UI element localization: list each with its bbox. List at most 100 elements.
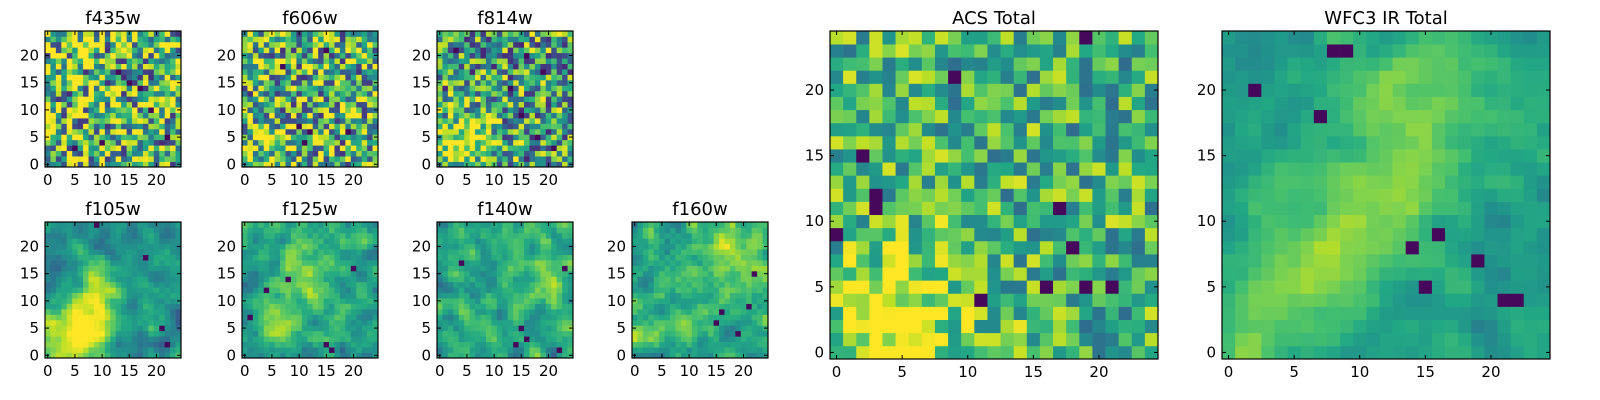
heatmap-cell xyxy=(350,330,357,337)
heatmap-cell xyxy=(524,298,530,304)
heatmap-cell xyxy=(453,118,460,124)
heatmap-cell xyxy=(719,352,725,359)
heatmap-cell xyxy=(153,347,160,353)
heatmap-cell xyxy=(719,260,725,266)
heatmap-cell xyxy=(869,240,883,255)
heatmap-cell xyxy=(961,332,975,347)
heatmap-cell xyxy=(480,238,487,245)
heatmap-cell xyxy=(269,287,275,294)
heatmap-cell xyxy=(529,118,536,124)
heatmap-cell xyxy=(170,281,176,288)
heatmap-cell xyxy=(93,128,100,135)
heatmap-cell xyxy=(729,336,736,343)
heatmap-cell xyxy=(1013,162,1028,176)
heatmap-cell xyxy=(458,287,465,294)
heatmap-cell xyxy=(296,281,303,288)
heatmap-cell xyxy=(350,85,357,92)
heatmap-cell xyxy=(99,69,106,75)
heatmap-cell xyxy=(367,150,373,157)
heatmap-cell xyxy=(83,260,89,266)
heatmap-cell xyxy=(345,69,352,75)
heatmap-cell xyxy=(367,118,373,124)
heatmap-cell xyxy=(1066,332,1080,347)
heatmap-cell xyxy=(1013,306,1028,320)
heatmap-cell xyxy=(1039,267,1054,281)
heatmap-cell xyxy=(66,69,73,75)
heatmap-cell xyxy=(551,139,558,146)
heatmap-cell xyxy=(513,243,519,250)
heatmap-cell xyxy=(762,254,769,261)
heatmap-cell xyxy=(475,243,481,250)
heatmap-cell xyxy=(61,309,68,315)
heatmap-cell xyxy=(83,139,89,146)
heatmap-cell xyxy=(680,347,687,353)
heatmap-cell xyxy=(524,58,530,64)
heatmap-cell xyxy=(132,123,138,130)
heatmap-cell xyxy=(104,107,111,113)
heatmap-cell xyxy=(551,69,558,75)
heatmap-cell xyxy=(513,139,519,146)
heatmap-cell xyxy=(664,260,671,266)
heatmap-cell xyxy=(367,90,373,97)
heatmap-cell xyxy=(72,63,78,70)
heatmap-cell xyxy=(843,240,857,255)
heatmap-cell xyxy=(126,314,133,321)
heatmap-cell xyxy=(480,319,487,326)
heatmap-cell xyxy=(653,270,660,277)
heatmap-cell xyxy=(540,128,547,135)
heatmap-cell xyxy=(1013,280,1028,294)
heatmap-cell xyxy=(458,128,465,135)
heatmap-cell xyxy=(551,319,558,326)
heatmap-cell xyxy=(551,101,558,108)
heatmap-cell xyxy=(447,238,454,245)
heatmap-cell xyxy=(437,150,443,157)
heatmap-cell xyxy=(269,150,275,157)
heatmap-cell xyxy=(329,270,335,277)
heatmap-cell xyxy=(447,31,454,37)
heatmap-cell xyxy=(702,330,709,337)
heatmap-cell xyxy=(469,156,476,162)
heatmap-cell xyxy=(45,101,51,108)
heatmap-cell xyxy=(301,63,308,70)
heatmap-cell xyxy=(280,314,286,321)
heatmap-cell xyxy=(367,128,373,135)
x-tick-label: 5 xyxy=(462,362,472,380)
heatmap-cell xyxy=(88,287,95,294)
heatmap-cell xyxy=(323,281,330,288)
heatmap-cell xyxy=(708,292,714,299)
heatmap-cell xyxy=(502,287,509,294)
heatmap-cell xyxy=(285,232,292,239)
heatmap-cell xyxy=(175,292,182,299)
heatmap-cell xyxy=(334,309,341,315)
heatmap-cell xyxy=(513,232,519,239)
heatmap-cell xyxy=(458,281,465,288)
heatmap-cell xyxy=(524,123,530,130)
heatmap-cell xyxy=(356,107,363,113)
heatmap-cell xyxy=(856,345,870,360)
heatmap-cell xyxy=(921,319,936,334)
heatmap-cell xyxy=(350,139,357,146)
heatmap-cell xyxy=(1131,214,1146,229)
heatmap-cell xyxy=(258,90,265,97)
heatmap-cell xyxy=(110,63,117,70)
heatmap-cell xyxy=(99,90,106,97)
heatmap-cell xyxy=(882,332,896,347)
heatmap-cell xyxy=(507,341,514,348)
heatmap-cell xyxy=(72,238,78,245)
heatmap-cell xyxy=(247,222,254,228)
heatmap-cell xyxy=(934,149,949,163)
heatmap-cell xyxy=(540,90,547,97)
heatmap-cell xyxy=(137,265,144,272)
heatmap-cell xyxy=(529,69,536,75)
heatmap-cell xyxy=(670,292,676,299)
heatmap-cell xyxy=(132,260,138,266)
heatmap-cell xyxy=(502,156,509,162)
heatmap-cell xyxy=(475,325,481,332)
heatmap-cell xyxy=(350,325,357,332)
heatmap-cell xyxy=(307,85,314,92)
heatmap-cell xyxy=(164,150,171,157)
heatmap-cell xyxy=(170,276,176,283)
heatmap-cell xyxy=(164,303,171,310)
heatmap-cell xyxy=(258,249,265,255)
heatmap-cell xyxy=(642,330,649,337)
